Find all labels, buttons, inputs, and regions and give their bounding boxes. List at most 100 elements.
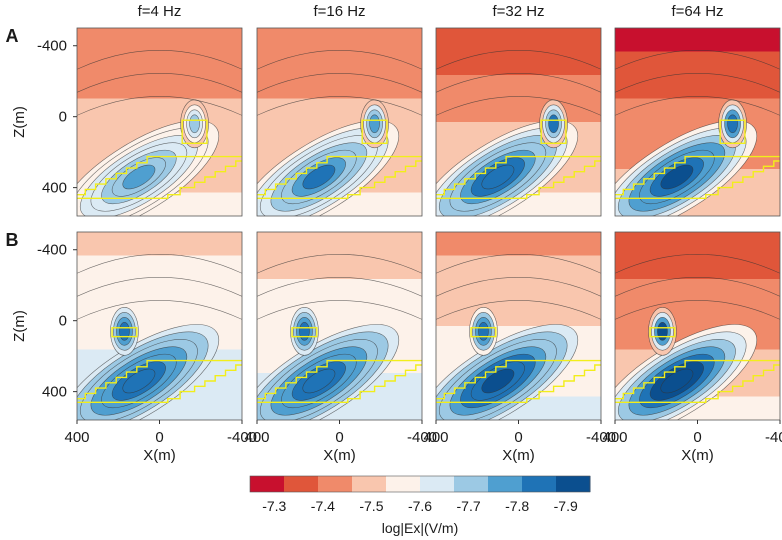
x-tick-label: -400 — [407, 429, 437, 446]
shallow-body-outline — [719, 119, 746, 144]
field-band — [257, 302, 422, 327]
panel-A-3 — [435, 27, 602, 217]
panel-A-4 — [614, 27, 781, 217]
y-tick-label: 400 — [42, 180, 67, 197]
contour-level — [302, 164, 336, 190]
contour-level — [481, 164, 515, 190]
contour-line — [257, 277, 422, 297]
contour-level — [189, 114, 200, 134]
x-tick-label: -400 — [765, 429, 782, 446]
contour-level — [481, 368, 515, 394]
panel-B-1 — [73, 231, 243, 424]
x-tick-label: 0 — [514, 429, 522, 446]
y-axis-label: Z(m) — [11, 310, 28, 342]
field-band — [77, 75, 242, 100]
field-band — [257, 232, 422, 257]
panel-B-2 — [256, 231, 423, 424]
field-band — [257, 279, 422, 304]
field-band — [77, 98, 242, 123]
contour-line — [615, 49, 780, 70]
field-band — [77, 279, 242, 304]
contour-line — [615, 96, 780, 116]
field-band — [436, 75, 601, 100]
contour-line — [436, 277, 601, 297]
panel-frame — [435, 27, 602, 217]
field-band — [257, 28, 422, 53]
shallow-body-outline — [470, 327, 497, 338]
colorbar-frame — [249, 475, 591, 493]
field-band — [436, 51, 601, 76]
deep-body-outline — [257, 155, 422, 200]
colorbar-swatch — [488, 476, 523, 492]
shallow-body-outline — [361, 119, 388, 144]
frequency-title: f=4 Hz — [138, 3, 182, 20]
panel-B-3 — [435, 231, 602, 424]
y-tick-label: 0 — [59, 313, 67, 330]
field-band — [436, 232, 601, 257]
frequency-title: f=64 Hz — [671, 3, 723, 20]
contour-level — [548, 114, 559, 134]
colorbar-tick-label: -7.3 — [262, 498, 286, 514]
field-band — [436, 98, 601, 123]
contour-line — [77, 277, 242, 297]
x-tick-label: 400 — [602, 429, 627, 446]
contour-level — [660, 164, 694, 190]
colorbar: -7.3 -7.4 -7.5 -7.6 -7.7 -7.8 -7.9 log|Ex|(V/m) — [249, 475, 591, 536]
contour-line — [436, 49, 601, 70]
panel-frame — [256, 27, 423, 217]
colorbar-swatch — [522, 476, 557, 492]
contour-level — [369, 114, 380, 134]
field-band — [77, 51, 242, 76]
shallow-body-outline — [291, 327, 318, 338]
x-axis-label: X(m) — [323, 447, 356, 464]
panel-frame — [614, 27, 781, 217]
x-tick-label: 0 — [693, 429, 701, 446]
deep-body-outline — [436, 155, 601, 200]
deep-body-outline — [436, 359, 601, 403]
contour-line — [257, 253, 422, 274]
contour-level — [302, 368, 336, 394]
field-band — [257, 75, 422, 100]
deep-body-outline — [257, 359, 422, 403]
contour-line — [77, 300, 242, 320]
deep-body-outline — [615, 359, 780, 403]
y-tick-label: -400 — [37, 242, 67, 259]
field-band — [257, 51, 422, 76]
field-band — [77, 232, 242, 257]
frequency-title: f=16 Hz — [313, 3, 365, 20]
field-band — [77, 302, 242, 327]
field-band — [615, 75, 780, 100]
field-band — [436, 255, 601, 280]
panel-B-4 — [614, 231, 781, 424]
field-band — [257, 98, 422, 123]
colorbar-swatch — [250, 476, 285, 492]
field-band — [615, 51, 780, 76]
y-tick-label: 0 — [59, 109, 67, 126]
contour-line — [77, 73, 242, 93]
x-tick-label: -400 — [227, 429, 257, 446]
colorbar-tick-label: -7.5 — [359, 498, 383, 514]
colorbar-swatch — [386, 476, 421, 492]
field-band — [615, 98, 780, 123]
x-tick-label: 400 — [244, 429, 269, 446]
deep-body-outline — [77, 359, 242, 403]
panel-A-2 — [256, 27, 423, 217]
contour-line — [436, 300, 601, 320]
contour-line — [436, 96, 601, 116]
field-band — [436, 28, 601, 53]
x-tick-label: 0 — [155, 429, 163, 446]
contour-level — [122, 368, 156, 394]
field-band — [77, 255, 242, 280]
field-band — [615, 255, 780, 280]
field-band — [257, 255, 422, 280]
panel-grid — [73, 27, 781, 424]
contour-line — [615, 300, 780, 320]
contour-line — [257, 49, 422, 70]
colorbar-tick-label: -7.7 — [457, 498, 481, 514]
colorbar-swatch — [318, 476, 353, 492]
x-axis-label: X(m) — [681, 447, 714, 464]
x-tick-label: -400 — [586, 429, 616, 446]
contour-line — [615, 73, 780, 93]
contour-level — [660, 368, 694, 394]
